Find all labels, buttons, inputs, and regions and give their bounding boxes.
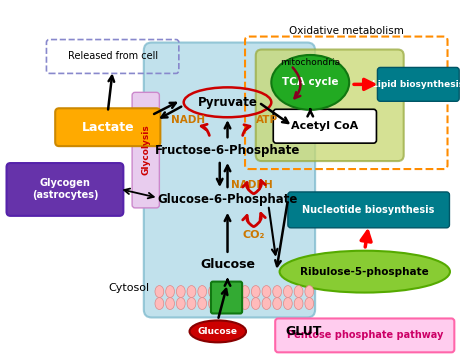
Text: mitochondria: mitochondria <box>280 58 340 67</box>
Text: TCA cycle: TCA cycle <box>282 77 338 87</box>
Ellipse shape <box>219 298 228 310</box>
Text: Lipid biosynthesis: Lipid biosynthesis <box>372 80 465 89</box>
Ellipse shape <box>305 298 314 310</box>
Ellipse shape <box>273 285 282 298</box>
Text: ATP: ATP <box>256 115 279 125</box>
Ellipse shape <box>230 285 239 298</box>
Ellipse shape <box>251 285 260 298</box>
Ellipse shape <box>166 298 174 310</box>
Text: Ribulose-5-phosphate: Ribulose-5-phosphate <box>301 267 429 276</box>
Ellipse shape <box>251 298 260 310</box>
FancyBboxPatch shape <box>211 282 242 314</box>
Text: Acetyl CoA: Acetyl CoA <box>291 121 358 131</box>
Ellipse shape <box>166 285 174 298</box>
Text: Pentose phosphate pathway: Pentose phosphate pathway <box>287 330 443 341</box>
Text: NADH: NADH <box>171 115 205 125</box>
Ellipse shape <box>273 298 282 310</box>
FancyBboxPatch shape <box>132 92 159 208</box>
Ellipse shape <box>241 285 249 298</box>
Ellipse shape <box>283 285 292 298</box>
Text: Nucleotide biosynthesis: Nucleotide biosynthesis <box>302 205 435 215</box>
Ellipse shape <box>176 298 185 310</box>
Ellipse shape <box>271 55 349 110</box>
Text: Glucose: Glucose <box>198 327 238 336</box>
Text: Released from cell: Released from cell <box>68 51 158 62</box>
FancyBboxPatch shape <box>55 108 160 146</box>
Ellipse shape <box>219 285 228 298</box>
Ellipse shape <box>187 298 196 310</box>
Ellipse shape <box>262 285 271 298</box>
Text: NADPH: NADPH <box>231 180 273 190</box>
Text: Glycolysis: Glycolysis <box>141 125 150 175</box>
Text: Glycogen
(astrocytes): Glycogen (astrocytes) <box>32 178 98 200</box>
FancyBboxPatch shape <box>273 109 376 143</box>
Ellipse shape <box>262 298 271 310</box>
Text: Glucose-6-Phosphate: Glucose-6-Phosphate <box>157 193 298 206</box>
Ellipse shape <box>187 285 196 298</box>
Ellipse shape <box>190 320 246 342</box>
FancyBboxPatch shape <box>7 163 123 216</box>
Ellipse shape <box>176 285 185 298</box>
Text: CO₂: CO₂ <box>243 230 265 240</box>
Ellipse shape <box>305 285 314 298</box>
Text: Lactate: Lactate <box>82 121 134 134</box>
FancyBboxPatch shape <box>377 67 459 101</box>
Text: Oxidative metabolism: Oxidative metabolism <box>289 26 404 36</box>
Ellipse shape <box>241 298 249 310</box>
Ellipse shape <box>209 285 217 298</box>
Ellipse shape <box>294 285 303 298</box>
Ellipse shape <box>294 298 303 310</box>
Ellipse shape <box>155 285 164 298</box>
Ellipse shape <box>280 251 450 293</box>
Ellipse shape <box>283 298 292 310</box>
Text: Fructose-6-Phosphate: Fructose-6-Phosphate <box>155 144 300 157</box>
Ellipse shape <box>209 298 217 310</box>
Ellipse shape <box>198 298 207 310</box>
FancyBboxPatch shape <box>288 192 449 228</box>
Ellipse shape <box>230 298 239 310</box>
Text: GLUT: GLUT <box>285 325 321 338</box>
Ellipse shape <box>155 298 164 310</box>
FancyBboxPatch shape <box>144 42 315 318</box>
Ellipse shape <box>198 285 207 298</box>
Text: Glucose: Glucose <box>200 258 255 271</box>
Text: Cytosol: Cytosol <box>109 283 150 293</box>
FancyBboxPatch shape <box>256 50 404 161</box>
Text: Pyruvate: Pyruvate <box>198 96 257 109</box>
FancyBboxPatch shape <box>275 319 455 352</box>
